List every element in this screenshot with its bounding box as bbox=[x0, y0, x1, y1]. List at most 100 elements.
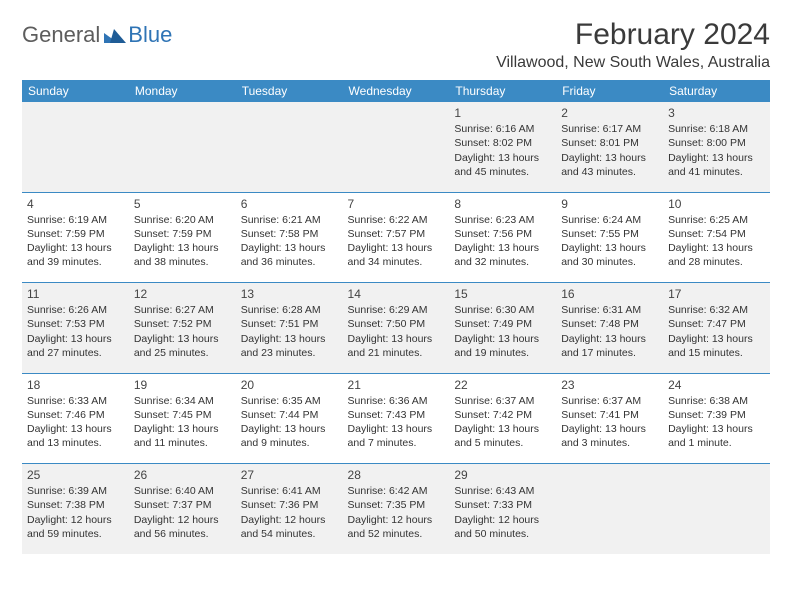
day-info-line: and 41 minutes. bbox=[668, 165, 765, 179]
day-info-line: Sunrise: 6:29 AM bbox=[348, 303, 445, 317]
day-number: 4 bbox=[27, 196, 124, 212]
day-info-line: and 34 minutes. bbox=[348, 255, 445, 269]
calendar-cell: 28Sunrise: 6:42 AMSunset: 7:35 PMDayligh… bbox=[343, 464, 450, 554]
calendar-cell: 9Sunrise: 6:24 AMSunset: 7:55 PMDaylight… bbox=[556, 193, 663, 283]
day-info-line: and 15 minutes. bbox=[668, 346, 765, 360]
calendar-cell: 12Sunrise: 6:27 AMSunset: 7:52 PMDayligh… bbox=[129, 283, 236, 373]
day-number: 10 bbox=[668, 196, 765, 212]
day-number: 14 bbox=[348, 286, 445, 302]
day-number: 24 bbox=[668, 377, 765, 393]
day-number: 29 bbox=[454, 467, 551, 483]
day-info-line: Sunrise: 6:33 AM bbox=[27, 394, 124, 408]
col-tuesday: Tuesday bbox=[236, 80, 343, 102]
day-number: 23 bbox=[561, 377, 658, 393]
calendar-cell: 14Sunrise: 6:29 AMSunset: 7:50 PMDayligh… bbox=[343, 283, 450, 373]
day-info-line: Sunset: 7:44 PM bbox=[241, 408, 338, 422]
calendar-cell: 13Sunrise: 6:28 AMSunset: 7:51 PMDayligh… bbox=[236, 283, 343, 373]
day-info-line: Sunrise: 6:20 AM bbox=[134, 213, 231, 227]
day-info-line: Sunset: 7:52 PM bbox=[134, 317, 231, 331]
day-info-line: and 43 minutes. bbox=[561, 165, 658, 179]
day-number: 3 bbox=[668, 105, 765, 121]
day-info-line: and 28 minutes. bbox=[668, 255, 765, 269]
day-info-line: and 7 minutes. bbox=[348, 436, 445, 450]
col-sunday: Sunday bbox=[22, 80, 129, 102]
day-info-line: Sunrise: 6:22 AM bbox=[348, 213, 445, 227]
day-info-line: Daylight: 12 hours bbox=[241, 513, 338, 527]
day-info-line: Daylight: 13 hours bbox=[348, 241, 445, 255]
day-info-line: Sunrise: 6:34 AM bbox=[134, 394, 231, 408]
col-thursday: Thursday bbox=[449, 80, 556, 102]
day-info-line: Sunrise: 6:19 AM bbox=[27, 213, 124, 227]
calendar-cell: 21Sunrise: 6:36 AMSunset: 7:43 PMDayligh… bbox=[343, 374, 450, 464]
day-info-line: Sunset: 7:49 PM bbox=[454, 317, 551, 331]
day-info-line: and 56 minutes. bbox=[134, 527, 231, 541]
day-number: 22 bbox=[454, 377, 551, 393]
calendar-cell: 4Sunrise: 6:19 AMSunset: 7:59 PMDaylight… bbox=[22, 193, 129, 283]
day-info-line: Daylight: 13 hours bbox=[134, 422, 231, 436]
day-info-line: Daylight: 13 hours bbox=[668, 332, 765, 346]
day-info-line: Sunset: 7:45 PM bbox=[134, 408, 231, 422]
day-info-line: Sunrise: 6:16 AM bbox=[454, 122, 551, 136]
calendar-cell: 15Sunrise: 6:30 AMSunset: 7:49 PMDayligh… bbox=[449, 283, 556, 373]
calendar-cell: 11Sunrise: 6:26 AMSunset: 7:53 PMDayligh… bbox=[22, 283, 129, 373]
day-info-line: Daylight: 13 hours bbox=[134, 332, 231, 346]
day-info-line: Daylight: 13 hours bbox=[134, 241, 231, 255]
day-info-line: and 21 minutes. bbox=[348, 346, 445, 360]
day-info-line: Daylight: 13 hours bbox=[454, 332, 551, 346]
month-title: February 2024 bbox=[496, 18, 770, 52]
day-number: 6 bbox=[241, 196, 338, 212]
title-block: February 2024 Villawood, New South Wales… bbox=[496, 18, 770, 72]
day-info-line: Daylight: 13 hours bbox=[668, 241, 765, 255]
calendar-cell: 16Sunrise: 6:31 AMSunset: 7:48 PMDayligh… bbox=[556, 283, 663, 373]
day-info-line: Sunrise: 6:24 AM bbox=[561, 213, 658, 227]
day-info-line: Daylight: 13 hours bbox=[241, 332, 338, 346]
calendar-cell: 2Sunrise: 6:17 AMSunset: 8:01 PMDaylight… bbox=[556, 102, 663, 192]
day-info-line: Daylight: 12 hours bbox=[134, 513, 231, 527]
day-info-line: Sunset: 7:56 PM bbox=[454, 227, 551, 241]
calendar-cell bbox=[236, 102, 343, 192]
calendar-table: Sunday Monday Tuesday Wednesday Thursday… bbox=[22, 80, 770, 554]
calendar-cell: 10Sunrise: 6:25 AMSunset: 7:54 PMDayligh… bbox=[663, 193, 770, 283]
day-info-line: Daylight: 13 hours bbox=[668, 151, 765, 165]
calendar-head: Sunday Monday Tuesday Wednesday Thursday… bbox=[22, 80, 770, 102]
day-info-line: and 25 minutes. bbox=[134, 346, 231, 360]
day-info-line: Sunset: 7:48 PM bbox=[561, 317, 658, 331]
calendar-cell bbox=[556, 464, 663, 554]
calendar-week: 4Sunrise: 6:19 AMSunset: 7:59 PMDaylight… bbox=[22, 193, 770, 283]
day-number: 9 bbox=[561, 196, 658, 212]
day-number: 12 bbox=[134, 286, 231, 302]
day-info-line: and 36 minutes. bbox=[241, 255, 338, 269]
day-info-line: Sunset: 7:47 PM bbox=[668, 317, 765, 331]
calendar-cell: 6Sunrise: 6:21 AMSunset: 7:58 PMDaylight… bbox=[236, 193, 343, 283]
calendar-week: 18Sunrise: 6:33 AMSunset: 7:46 PMDayligh… bbox=[22, 374, 770, 464]
calendar-cell bbox=[343, 102, 450, 192]
day-info-line: and 11 minutes. bbox=[134, 436, 231, 450]
day-info-line: Sunrise: 6:26 AM bbox=[27, 303, 124, 317]
day-info-line: and 27 minutes. bbox=[27, 346, 124, 360]
calendar-week: 11Sunrise: 6:26 AMSunset: 7:53 PMDayligh… bbox=[22, 283, 770, 373]
day-info-line: Sunset: 8:02 PM bbox=[454, 136, 551, 150]
calendar-cell bbox=[22, 102, 129, 192]
day-number: 2 bbox=[561, 105, 658, 121]
header: General Blue February 2024 Villawood, Ne… bbox=[22, 18, 770, 72]
day-number: 19 bbox=[134, 377, 231, 393]
day-info-line: and 39 minutes. bbox=[27, 255, 124, 269]
col-monday: Monday bbox=[129, 80, 236, 102]
day-info-line: Daylight: 13 hours bbox=[454, 241, 551, 255]
day-info-line: Daylight: 13 hours bbox=[27, 422, 124, 436]
day-info-line: Sunset: 7:37 PM bbox=[134, 498, 231, 512]
day-number: 13 bbox=[241, 286, 338, 302]
day-info-line: Sunset: 7:33 PM bbox=[454, 498, 551, 512]
calendar-week: 1Sunrise: 6:16 AMSunset: 8:02 PMDaylight… bbox=[22, 102, 770, 192]
day-info-line: Sunrise: 6:31 AM bbox=[561, 303, 658, 317]
day-info-line: Sunset: 7:43 PM bbox=[348, 408, 445, 422]
calendar-cell: 29Sunrise: 6:43 AMSunset: 7:33 PMDayligh… bbox=[449, 464, 556, 554]
day-info-line: Sunrise: 6:43 AM bbox=[454, 484, 551, 498]
day-info-line: and 54 minutes. bbox=[241, 527, 338, 541]
day-info-line: Sunrise: 6:37 AM bbox=[454, 394, 551, 408]
day-info-line: Daylight: 13 hours bbox=[348, 332, 445, 346]
day-info-line: Daylight: 13 hours bbox=[561, 332, 658, 346]
day-info-line: and 59 minutes. bbox=[27, 527, 124, 541]
day-info-line: Daylight: 13 hours bbox=[561, 422, 658, 436]
day-info-line: Sunset: 7:59 PM bbox=[134, 227, 231, 241]
